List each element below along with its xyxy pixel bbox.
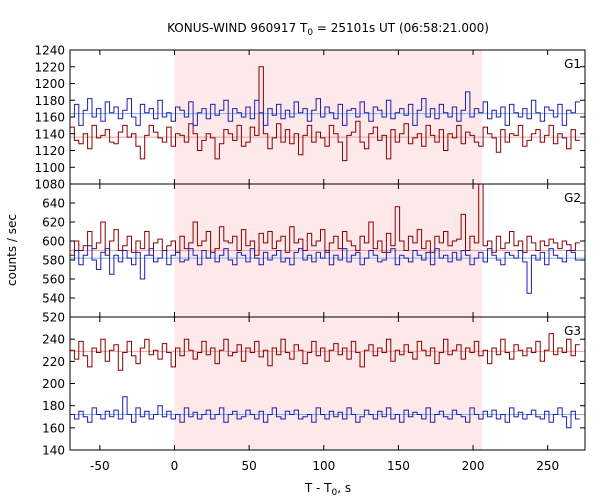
x-tick-label: 150: [387, 459, 410, 473]
y-tick-label-g1: 1100: [34, 161, 65, 175]
y-tick-label-g3: 200: [42, 377, 65, 391]
y-tick-label-g2: 580: [42, 254, 65, 268]
y-tick-label-g1: 1140: [34, 127, 65, 141]
chart-title-subscript: 0: [307, 28, 313, 38]
y-tick-label-g3: 220: [42, 355, 65, 369]
data-layer: [70, 66, 580, 429]
y-tick-label-g3: 180: [42, 399, 65, 413]
x-tick-label: 250: [536, 459, 559, 473]
frame-layer: [69, 49, 586, 451]
y-tick-label-g3: 240: [42, 333, 65, 347]
series-red-g3: [70, 333, 580, 371]
y-tick-label-g1: 1220: [34, 60, 65, 74]
x-axis-label-main: T - T: [304, 481, 332, 495]
series-blue-g1: [70, 91, 580, 126]
y-tick-label-g1: 1080: [34, 178, 65, 192]
panel-label-g1: G1: [564, 57, 581, 71]
series-red-g2: [70, 183, 580, 256]
label-layer: KONUS-WIND 960917 T0 = 25101s UT (06:58:…: [5, 21, 581, 498]
y-tick-label-g1: 1120: [34, 144, 65, 158]
y-tick-label-g2: 540: [42, 292, 65, 306]
y-tick-label-g2: 560: [42, 273, 65, 287]
y-tick-label-g3: 160: [42, 421, 65, 435]
highlight-region-g1: [174, 50, 483, 184]
chart-title-main: KONUS-WIND 960917 T: [167, 21, 308, 35]
y-tick-label-g2: 640: [42, 197, 65, 211]
y-tick-label-g1: 1200: [34, 77, 65, 91]
x-tick-label: 200: [462, 459, 485, 473]
y-tick-label-g1: 1160: [34, 111, 65, 125]
series-blue-g3: [70, 396, 580, 429]
y-tick-label-g1: 1180: [34, 94, 65, 108]
x-tick-label: 0: [171, 459, 179, 473]
x-tick-label: -50: [90, 459, 110, 473]
y-tick-label-g2: 520: [42, 311, 65, 325]
panel-label-g2: G2: [564, 191, 581, 205]
y-tick-label-g1: 1240: [34, 44, 65, 58]
y-axis-label: counts / sec: [5, 214, 19, 286]
series-blue-g2: [70, 245, 580, 294]
panel-label-g3: G3: [564, 324, 581, 338]
y-tick-label-g2: 600: [42, 235, 65, 249]
x-axis-label-subscript: 0: [332, 488, 338, 498]
y-tick-label-g2: 620: [42, 216, 65, 230]
x-tick-label: 100: [312, 459, 335, 473]
highlight-region-g3: [174, 317, 483, 450]
x-axis-label-rest: , s: [337, 481, 351, 495]
chart-title-rest: = 25101s UT (06:58:21.000): [313, 21, 489, 35]
x-axis-label: T - T0, s: [304, 481, 351, 498]
x-tick-label: 50: [241, 459, 256, 473]
y-tick-label-g3: 140: [42, 444, 65, 458]
series-red-g1: [70, 66, 580, 162]
chart-title: KONUS-WIND 960917 T0 = 25101s UT (06:58:…: [167, 21, 489, 38]
